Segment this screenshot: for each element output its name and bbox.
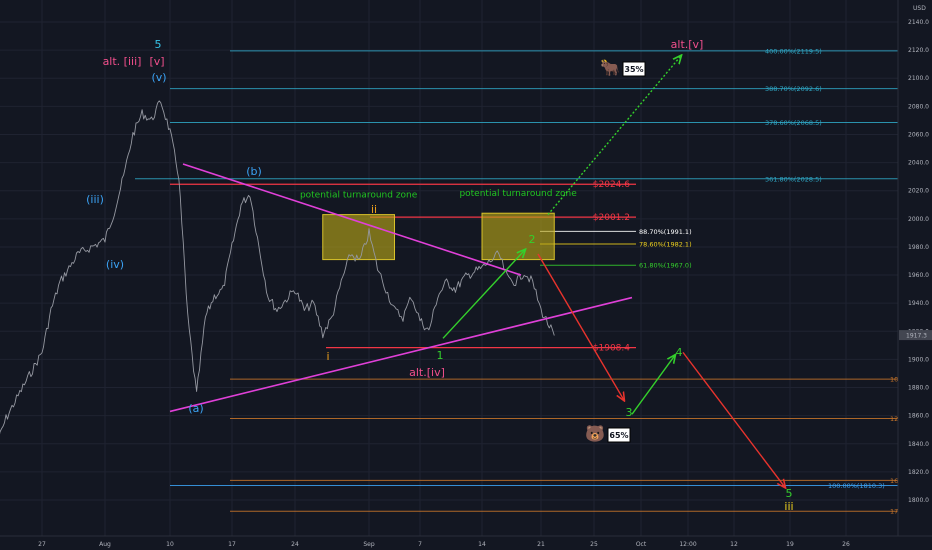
- fib-level-label: 100.00%(1810.3): [828, 482, 885, 490]
- wave-label-5-top: 5: [155, 38, 162, 51]
- fib-level-label: 400.00%(2119.5): [765, 47, 822, 55]
- y-tick-label: 1960.0: [908, 272, 929, 279]
- wave-label-1: 1: [437, 349, 444, 362]
- x-tick-label: 27: [38, 541, 46, 548]
- x-tick-label: 17: [228, 541, 236, 548]
- bear-percent-box: [607, 427, 631, 443]
- y-tick-label: 1840.0: [908, 441, 929, 448]
- x-tick-label: Sep: [363, 541, 375, 548]
- fib-level-label: 88.70%(1991.1): [639, 228, 692, 236]
- wave-label-iii-paren: (iii): [86, 193, 104, 206]
- x-tick-label: 12:00: [679, 541, 696, 548]
- x-tick-label: Aug: [99, 541, 111, 548]
- x-tick-label: 7: [418, 541, 422, 548]
- fib-level-label: 378.60%(2068.5): [765, 119, 822, 127]
- last-price-tag: [899, 330, 932, 341]
- wave-label-ii: ii: [371, 203, 377, 216]
- bull-percent: 35%: [624, 65, 643, 74]
- x-axis[interactable]: 27 Aug 10 17 24 Sep 7 14 21 25 Oct 12:00 12 19 26: [0, 535, 932, 550]
- turnaround-zone-label: potential turnaround zone: [300, 191, 418, 201]
- y-tick-label: 2120.0: [908, 47, 929, 54]
- price-line: [0, 100, 555, 435]
- wave-label-v-bracket: [v]: [149, 55, 164, 68]
- wave-label-iii: iii: [784, 500, 793, 513]
- x-tick-label: 26: [842, 541, 850, 548]
- price-tag-label: $2001.2: [593, 213, 630, 223]
- x-tick-label: 19: [786, 541, 794, 548]
- x-tick-label: 25: [590, 541, 598, 548]
- x-tick-label: 12: [730, 541, 738, 548]
- wave-2-3-arrow: [537, 253, 624, 400]
- probability-badges: 🐂 35% 🐻 65%: [585, 58, 646, 443]
- wave-label-b: (b): [246, 165, 262, 178]
- x-axis-panel: [0, 536, 932, 550]
- price-series: [0, 100, 555, 435]
- y-tick-label: 1820.0: [908, 469, 929, 476]
- y-tick-label: 2080.0: [908, 103, 929, 110]
- fib-level-label: 388.70%(2092.6): [765, 85, 822, 93]
- y-tick-label: 2000.0: [908, 216, 929, 223]
- wave-label-alt-iv: alt.[iv]: [409, 366, 445, 379]
- last-price-label: 1917.3: [906, 333, 927, 340]
- y-tick-label: 1940.0: [908, 300, 929, 307]
- fib-level-label: 361.80%(2028.5): [765, 175, 822, 183]
- wave-4-5-arrow: [682, 351, 785, 487]
- y-tick-label: 2020.0: [908, 188, 929, 195]
- alt-v-projection-arrow: [547, 56, 681, 216]
- y-tick-label: 1980.0: [908, 244, 929, 251]
- wave-label-iv-paren: (iv): [106, 258, 124, 271]
- trendlines: [169, 163, 633, 413]
- wave-label-3: 3: [626, 406, 633, 419]
- y-axis[interactable]: USD 1800.0 1820.0 1840.0 1860.0 1880.0 1900.0 1…: [897, 0, 932, 550]
- y-tick-label: 1900.0: [908, 356, 929, 363]
- fib-level-label: 78.60%(1982.1): [639, 240, 692, 248]
- turnaround-zone-box: [481, 212, 555, 261]
- bull-icon: 🐂: [600, 58, 620, 77]
- wave-label-2: 2: [529, 233, 536, 246]
- wave-label-5: 5: [786, 487, 793, 500]
- fib-level-label: 61.80%(1967.0): [639, 262, 692, 270]
- wave-3-4-arrow: [631, 355, 675, 415]
- y-tick-label: 2040.0: [908, 160, 929, 167]
- wave-label-i: i: [326, 350, 329, 363]
- turnaround-zones: potential turnaround zone potential turna…: [300, 189, 577, 261]
- y-tick-label: 1880.0: [908, 385, 929, 392]
- wave-label-4: 4: [676, 346, 683, 359]
- price-tag-label: $1908.4: [593, 344, 630, 354]
- bear-percent: 65%: [609, 431, 628, 440]
- wave-1-2-arrow: [442, 250, 525, 339]
- upper-trendline: [182, 163, 522, 276]
- x-tick-label: 14: [478, 541, 486, 548]
- bear-icon: 🐻: [585, 424, 605, 443]
- wave-label-alt-v: alt.[v]: [671, 38, 704, 51]
- y-tick-label: 2100.0: [908, 75, 929, 82]
- grid: [0, 0, 898, 536]
- projection-arrows: [442, 56, 785, 488]
- x-tick-label: 10: [166, 541, 174, 548]
- wave-label-v-paren: (v): [151, 71, 166, 84]
- wave-label-a: (a): [188, 402, 203, 415]
- price-tag-label: $2024.6: [593, 180, 630, 190]
- y-tick-label: 1860.0: [908, 413, 929, 420]
- y-tick-label: 1800.0: [908, 497, 929, 504]
- bull-percent-box: [622, 61, 646, 77]
- y-tick-label: 2060.0: [908, 131, 929, 138]
- x-tick-label: Oct: [636, 541, 647, 548]
- lower-trendline: [169, 296, 633, 413]
- turnaround-zone-label: potential turnaround zone: [459, 189, 577, 199]
- x-tick-label: 21: [537, 541, 545, 548]
- y-tick-label: 2140.0: [908, 19, 929, 26]
- y-axis-panel: [898, 0, 932, 550]
- wave-label-alt-iii: alt. [iii]: [103, 55, 142, 68]
- x-tick-label: 24: [291, 541, 299, 548]
- currency-label: USD: [913, 5, 926, 12]
